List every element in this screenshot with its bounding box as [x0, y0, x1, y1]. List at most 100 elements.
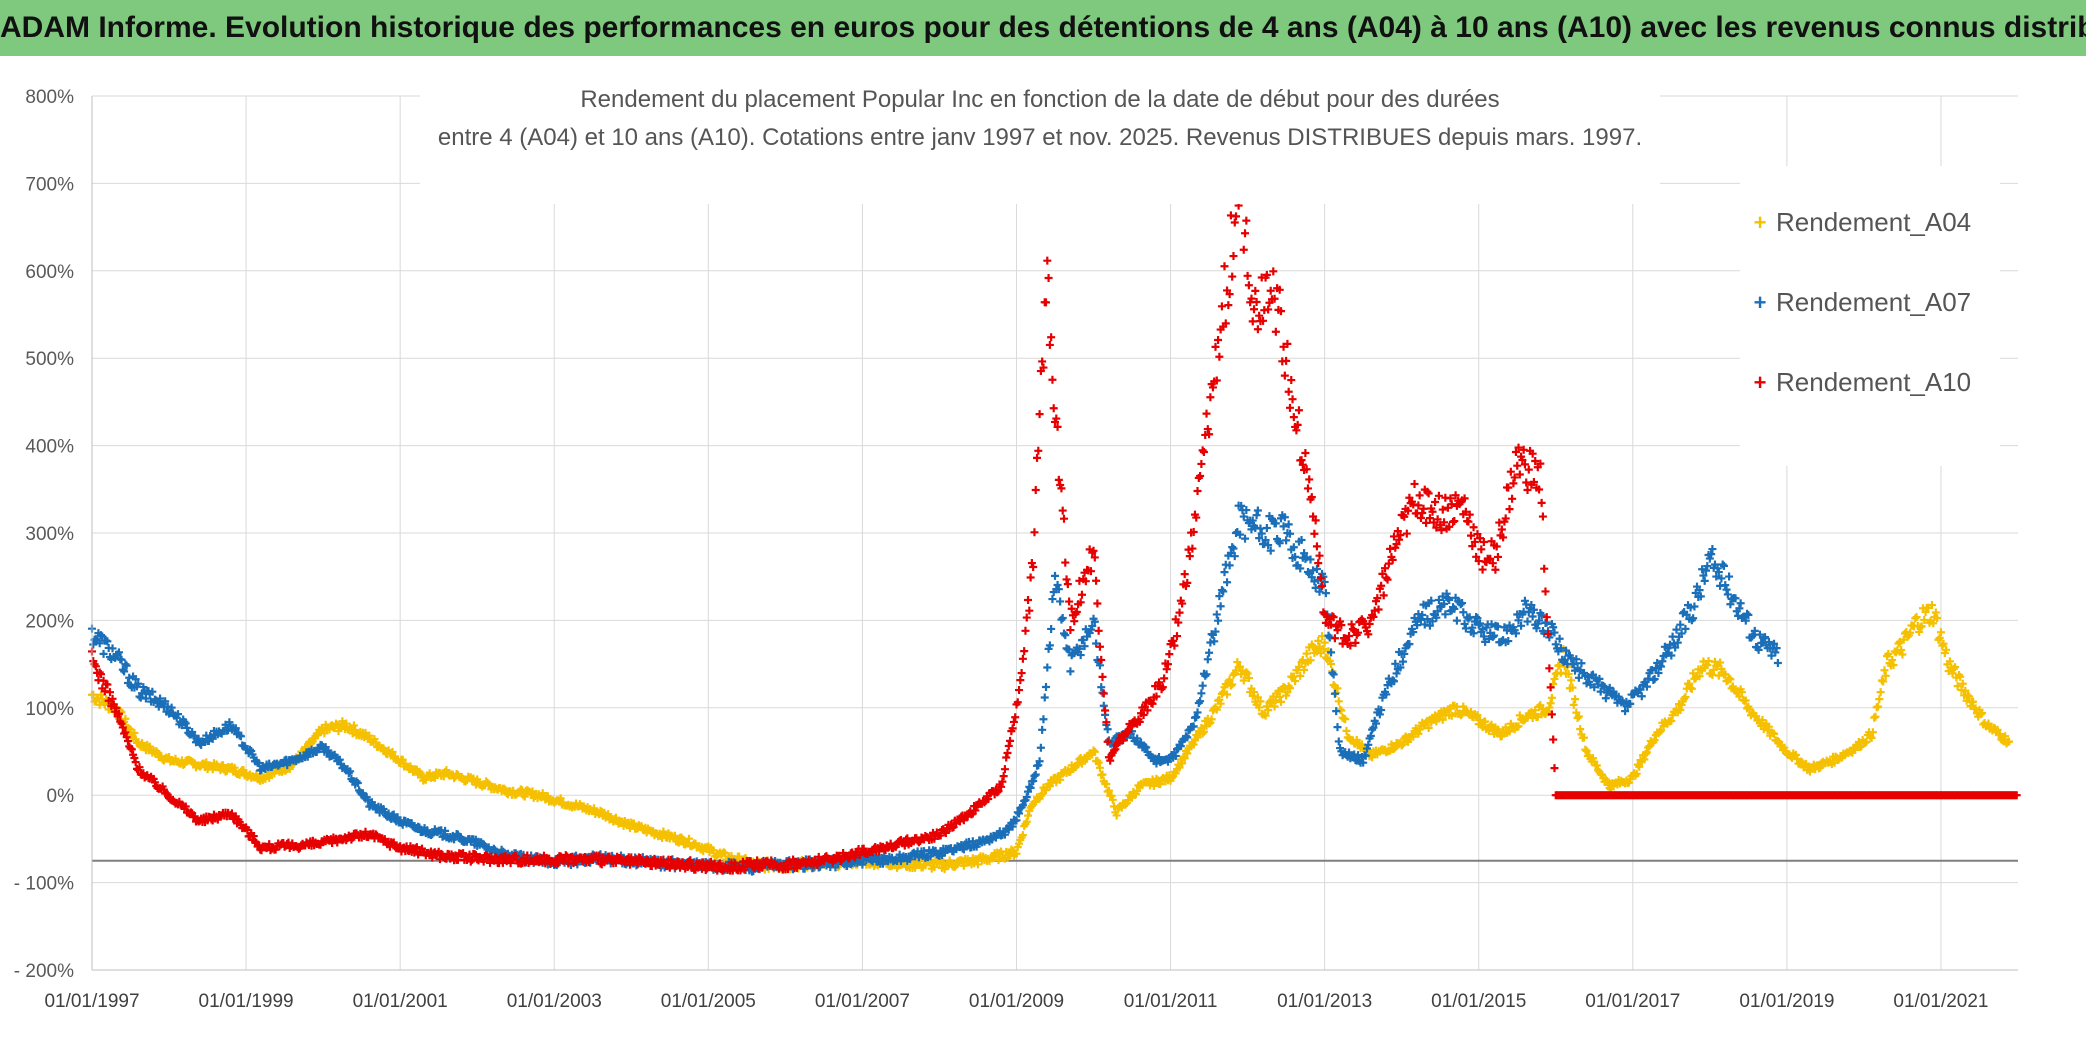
data-point — [1280, 513, 1289, 522]
data-point — [1398, 740, 1407, 749]
data-point — [846, 860, 855, 869]
data-point — [1948, 669, 1957, 678]
series-group — [88, 163, 2021, 876]
data-point — [441, 826, 450, 835]
legend-marker-a07: + — [1754, 290, 1767, 315]
data-point — [1008, 822, 1017, 831]
data-point — [1468, 623, 1477, 632]
x-tick-label: 01/01/2015 — [1431, 991, 1526, 1012]
data-point — [245, 745, 254, 754]
data-point — [99, 649, 108, 658]
data-point — [1332, 707, 1341, 716]
data-point — [1440, 599, 1449, 608]
data-point — [1255, 534, 1264, 543]
data-point — [1605, 784, 1614, 793]
x-tick-label: 01/01/2013 — [1277, 991, 1372, 1012]
data-point — [1415, 725, 1424, 734]
data-point — [1355, 757, 1364, 766]
data-point — [1015, 809, 1024, 818]
chart: - 200% - 100% 0% 100% 200% 300% 400% 500% 600% 70… — [0, 56, 2086, 1032]
x-tick-label: 01/01/1999 — [199, 991, 294, 1012]
data-point — [152, 747, 161, 756]
data-point — [1056, 775, 1065, 784]
data-point — [1920, 615, 1929, 624]
y-tick-label: 500% — [25, 349, 74, 370]
data-point — [1377, 706, 1386, 715]
data-point — [1423, 615, 1432, 624]
data-point — [1409, 628, 1418, 637]
data-point — [1375, 710, 1384, 719]
data-point — [1568, 683, 1577, 692]
data-point — [1171, 769, 1180, 778]
data-point — [1372, 719, 1380, 728]
data-point — [1726, 675, 1735, 684]
data-point — [1042, 682, 1051, 691]
data-point — [1915, 627, 1924, 636]
data-point — [167, 703, 176, 712]
data-point — [125, 673, 134, 682]
data-point — [1333, 684, 1342, 693]
data-point — [283, 761, 292, 770]
data-point — [1226, 681, 1235, 690]
data-point — [1215, 695, 1224, 704]
data-point — [556, 794, 565, 803]
data-point — [1107, 791, 1116, 800]
data-point — [1252, 511, 1261, 520]
data-point — [1243, 669, 1252, 678]
data-point — [1219, 587, 1228, 596]
data-point — [1329, 670, 1338, 679]
data-point — [1089, 746, 1098, 755]
data-point — [1546, 699, 1555, 708]
data-point — [1178, 759, 1187, 768]
data-point — [1253, 506, 1262, 515]
data-point — [1202, 670, 1211, 679]
data-point — [1716, 658, 1725, 667]
chart-title-line1: Rendement du placement Popular Inc en fo… — [580, 86, 1499, 113]
data-point — [1576, 725, 1585, 734]
data-point — [98, 632, 107, 641]
data-point — [1342, 726, 1351, 735]
data-point — [1198, 681, 1207, 690]
data-point — [1026, 783, 1035, 792]
data-point — [1420, 620, 1429, 629]
data-point — [89, 690, 98, 699]
data-point — [1514, 722, 1523, 731]
data-point — [1632, 769, 1641, 778]
data-point — [236, 732, 245, 741]
data-point — [1097, 683, 1106, 692]
data-point — [1866, 732, 1875, 741]
data-point — [709, 846, 718, 855]
data-point — [1931, 608, 1940, 617]
data-point — [388, 747, 397, 756]
data-point — [1289, 543, 1298, 552]
data-point — [1484, 726, 1493, 735]
data-point — [1133, 787, 1142, 796]
legend-label-a07: Rendement_A07 — [1776, 287, 1971, 317]
data-point — [1189, 740, 1198, 749]
banner-title: ADAM Informe. Evolution historique des p… — [0, 11, 2086, 44]
data-point — [1257, 529, 1266, 538]
data-point — [1481, 717, 1490, 726]
data-point — [1282, 536, 1291, 545]
x-tick-label: 01/01/2001 — [353, 991, 448, 1012]
data-point — [1320, 638, 1329, 647]
data-point — [1642, 748, 1651, 757]
data-point — [500, 784, 509, 793]
data-point — [1270, 702, 1279, 711]
data-point — [1459, 608, 1468, 617]
data-point — [331, 719, 340, 728]
data-point — [1685, 679, 1694, 688]
data-point — [1040, 693, 1049, 702]
series-Rendement_A04 — [88, 601, 2014, 874]
data-point — [230, 763, 239, 772]
data-point — [365, 731, 374, 740]
data-point — [1018, 801, 1027, 810]
data-point — [1876, 688, 1885, 697]
data-point — [1142, 743, 1151, 752]
data-point — [1681, 693, 1690, 702]
data-point — [225, 718, 234, 727]
data-point — [1007, 845, 1016, 854]
y-tick-label: - 100% — [14, 874, 74, 895]
data-point — [1868, 728, 1877, 737]
data-point — [1183, 733, 1192, 742]
